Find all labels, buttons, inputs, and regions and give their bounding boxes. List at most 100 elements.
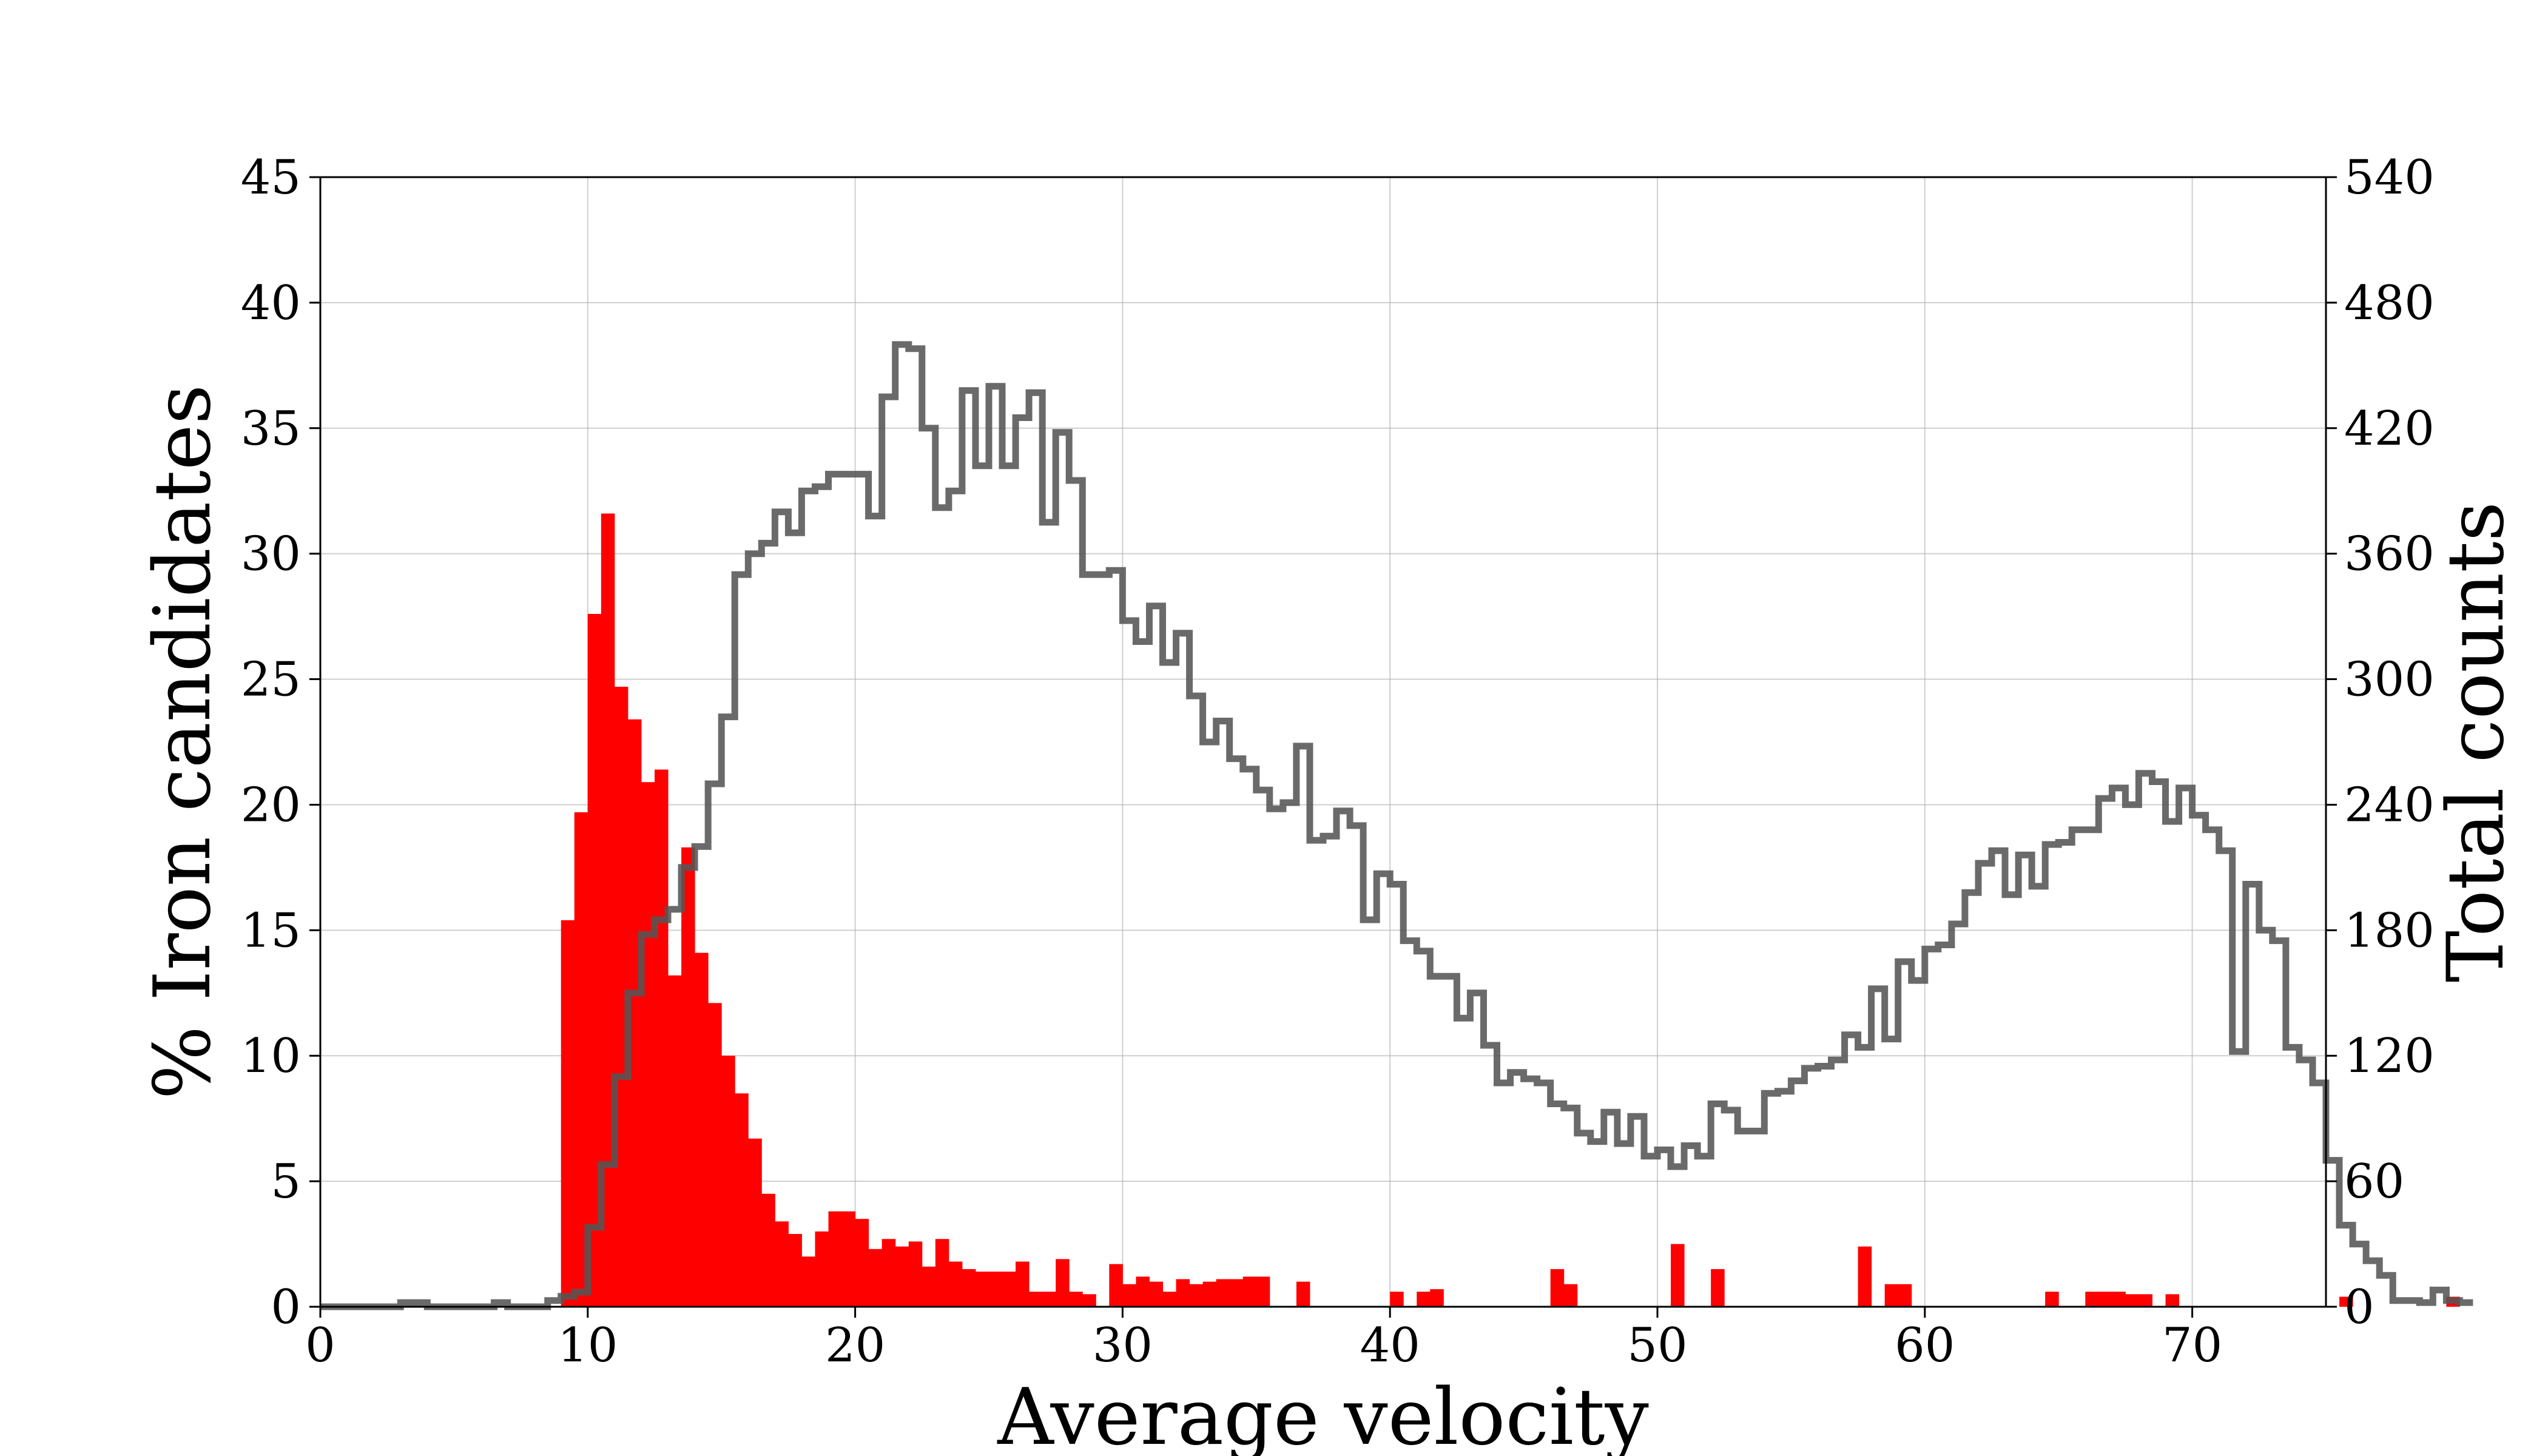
iron-bar	[1002, 1272, 1016, 1307]
iron-bar	[695, 952, 709, 1307]
iron-bar	[1082, 1294, 1096, 1307]
iron-bar	[962, 1269, 976, 1307]
iron-bar	[2112, 1292, 2126, 1307]
iron-bar	[561, 920, 575, 1307]
iron-bar	[641, 782, 655, 1307]
iron-bar	[1256, 1276, 1270, 1307]
iron-bar	[681, 847, 695, 1307]
iron-bar	[1016, 1261, 1030, 1307]
iron-bar	[1029, 1292, 1043, 1307]
iron-bar	[1149, 1281, 1164, 1307]
iron-bar	[935, 1239, 949, 1307]
iron-bar	[855, 1219, 869, 1307]
iron-bar	[1550, 1269, 1565, 1307]
iron-bar	[1122, 1284, 1136, 1307]
total-counts-step-line	[320, 341, 2473, 1310]
y-right-tick-label: 0	[2344, 1280, 2374, 1335]
iron-bar	[1430, 1289, 1444, 1307]
y-axis-left-label: % Iron candidates	[138, 385, 228, 1100]
y-left-tick-label: 15	[241, 903, 301, 958]
iron-bar	[2138, 1294, 2152, 1307]
x-tick-label: 10	[558, 1318, 618, 1373]
x-tick-label: 50	[1627, 1318, 1687, 1373]
iron-bar	[788, 1234, 802, 1307]
iron-bar	[828, 1211, 843, 1307]
iron-bar	[1711, 1269, 1725, 1307]
iron-bar	[2098, 1292, 2112, 1307]
iron-bar	[721, 1056, 735, 1307]
iron-bar	[735, 1093, 749, 1307]
iron-bar	[841, 1211, 856, 1307]
iron-bar	[708, 1003, 722, 1307]
y-right-tick-label: 60	[2344, 1154, 2404, 1209]
iron-bar	[2045, 1292, 2059, 1307]
iron-bar	[2339, 1296, 2353, 1307]
x-tick-label: 40	[1360, 1318, 1420, 1373]
iron-bar	[1671, 1244, 1685, 1307]
y-left-tick-label: 20	[241, 778, 301, 832]
y-left-tick-label: 10	[241, 1029, 301, 1084]
iron-bar	[1858, 1246, 1872, 1307]
iron-bar	[989, 1272, 1003, 1307]
iron-bar	[1042, 1292, 1056, 1307]
iron-bar	[1162, 1292, 1177, 1307]
y-right-tick-label: 480	[2344, 276, 2435, 331]
x-tick-label: 70	[2162, 1318, 2222, 1373]
x-tick-label: 60	[1895, 1318, 1955, 1373]
iron-bar	[748, 1138, 762, 1307]
iron-bar	[922, 1266, 936, 1307]
iron-bar	[1242, 1276, 1257, 1307]
y-right-tick-label: 180	[2344, 903, 2435, 958]
iron-bar	[881, 1239, 896, 1307]
y-right-tick-label: 420	[2344, 402, 2435, 456]
iron-bar	[1229, 1279, 1244, 1307]
plot-frame	[319, 176, 2327, 1308]
x-axis-label: Average velocity	[997, 1372, 1649, 1456]
iron-bar	[1417, 1292, 1431, 1307]
y-left-tick-label: 5	[271, 1154, 301, 1209]
x-tick-label: 30	[1093, 1318, 1153, 1373]
iron-bar	[2085, 1292, 2099, 1307]
iron-bar	[815, 1231, 829, 1307]
iron-bar	[627, 719, 642, 1307]
iron-bar	[948, 1261, 963, 1307]
iron-bar	[2165, 1294, 2180, 1307]
iron-bar	[2125, 1294, 2139, 1307]
iron-bar	[1898, 1284, 1912, 1307]
iron-bar	[668, 975, 682, 1307]
axes: 0 10 20 30 40 50 60 70 0 5 10 15 20 25 30 35 40 45 0 60 120 1…	[241, 150, 2435, 1373]
x-tick-label: 20	[825, 1318, 885, 1373]
iron-bar	[1202, 1281, 1217, 1307]
y-right-tick-label: 300	[2344, 653, 2435, 707]
iron-bar	[761, 1193, 775, 1307]
iron-bar	[908, 1241, 923, 1307]
y-left-tick-label: 45	[241, 150, 301, 205]
iron-bar	[775, 1221, 789, 1307]
iron-bar	[574, 812, 588, 1307]
y-axis-right-label: Total counts	[2431, 502, 2521, 983]
y-left-tick-label: 0	[271, 1280, 301, 1335]
iron-candidates-bars	[561, 513, 2460, 1307]
iron-bar	[1189, 1284, 1204, 1307]
iron-bar	[1296, 1281, 1310, 1307]
iron-bar	[655, 769, 669, 1307]
y-left-tick-label: 40	[241, 276, 301, 331]
y-left-tick-label: 25	[241, 653, 301, 707]
y-right-tick-label: 240	[2344, 778, 2435, 832]
iron-bar	[975, 1272, 989, 1307]
iron-bar	[801, 1256, 815, 1307]
iron-bar	[895, 1246, 909, 1307]
iron-bar	[587, 613, 602, 1307]
iron-bar	[868, 1249, 883, 1307]
iron-bar	[1109, 1264, 1123, 1307]
y-right-tick-label: 120	[2344, 1029, 2435, 1084]
iron-bar	[1563, 1284, 1578, 1307]
iron-bar	[1884, 1284, 1899, 1307]
iron-bar	[1176, 1279, 1190, 1307]
iron-bar	[1216, 1279, 1230, 1307]
iron-bar	[614, 686, 629, 1307]
y-left-tick-label: 35	[241, 402, 301, 456]
y-right-tick-label: 540	[2344, 150, 2435, 205]
iron-bar	[1069, 1292, 1083, 1307]
